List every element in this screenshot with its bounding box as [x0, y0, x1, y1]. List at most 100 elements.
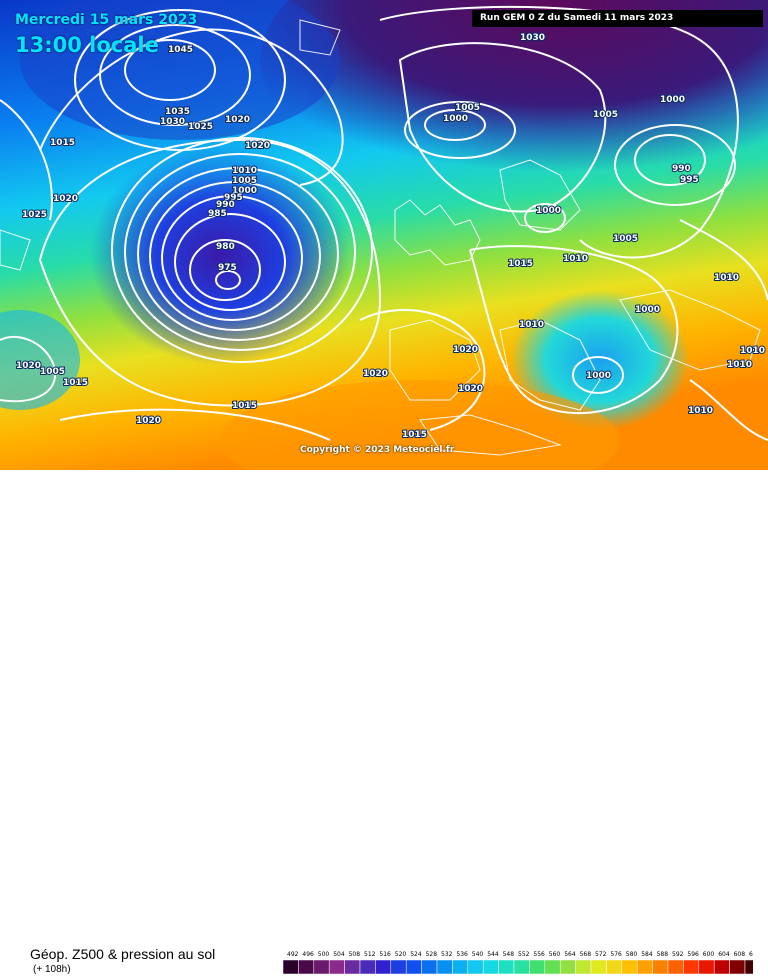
- isobar-label: 1010: [563, 254, 588, 264]
- scale-tick-label: 508: [349, 951, 361, 958]
- isobar-label: 990: [672, 164, 691, 174]
- scale-tick-label: 596: [687, 951, 699, 958]
- scale-tick-label: 536: [456, 951, 468, 958]
- scale-tick-label: 496: [302, 951, 314, 958]
- isobars: [0, 5, 768, 441]
- scale-tick-label: 580: [626, 951, 638, 958]
- scale-tick-label: 612: [749, 951, 753, 958]
- isobar-label: 1015: [63, 378, 88, 388]
- isobar-label: 990: [216, 200, 235, 210]
- isobar-label: 1020: [136, 416, 161, 426]
- forecast-time: 13:00 locale: [15, 33, 159, 57]
- isobar-label: 1025: [22, 210, 47, 220]
- scale-swatch: [344, 959, 361, 975]
- scale-swatch: [452, 959, 469, 975]
- scale-tick-label: 572: [595, 951, 607, 958]
- isobar-label: 1030: [520, 33, 545, 43]
- isobar-label: 1010: [519, 320, 544, 330]
- isobar-label: 1000: [232, 186, 257, 196]
- scale-tick-label: 576: [610, 951, 622, 958]
- isobar-label: 1020: [458, 384, 483, 394]
- scale-swatch: [698, 959, 715, 975]
- isobar-label: 1020: [453, 345, 478, 355]
- scale-tick-label: 504: [333, 951, 345, 958]
- isobar-label: 1010: [740, 346, 765, 356]
- isobar-label: 1020: [53, 194, 78, 204]
- scale-swatch: [683, 959, 700, 975]
- copyright-notice: Copyright © 2023 Meteociel.fr: [300, 445, 455, 455]
- scale-swatch: [498, 959, 515, 975]
- isobar-label: 1000: [635, 305, 660, 315]
- scale-swatch: [298, 959, 315, 975]
- isobar-label: 1020: [245, 141, 270, 151]
- scale-tick-label: 520: [395, 951, 407, 958]
- isobar-label: 1000: [586, 371, 611, 381]
- isobar-label: 1015: [508, 259, 533, 269]
- isobar-label: 1010: [727, 360, 752, 370]
- scale-swatch: [467, 959, 484, 975]
- isobar-label: 1005: [613, 234, 638, 244]
- scale-tick-label: 560: [549, 951, 561, 958]
- scale-tick-label: 540: [472, 951, 484, 958]
- scale-swatch: [513, 959, 530, 975]
- model-run-label: Run GEM 0 Z du Samedi 11 mars 2023: [472, 10, 763, 27]
- scale-swatch: [729, 959, 746, 975]
- isobar-label: 1020: [16, 361, 41, 371]
- scale-tick-label: 512: [364, 951, 376, 958]
- scale-swatch: [313, 959, 330, 975]
- scale-swatch: [713, 959, 730, 975]
- scale-tick-label: 568: [580, 951, 592, 958]
- scale-tick-label: 500: [318, 951, 330, 958]
- isobar-label: 1000: [443, 114, 468, 124]
- scale-ticks: 492 496 500 504 508 512 516 520 524 528 532 536 540 5…: [287, 951, 753, 958]
- isobar-labels: 1045 1035 1030 1025 1020 1015 1020 1025 …: [15, 32, 766, 441]
- isobar-label: 1005: [593, 110, 618, 120]
- forecast-step: (+ 108h): [33, 964, 71, 975]
- isobar-label: 975: [218, 263, 237, 273]
- isobar-label: 1020: [363, 369, 388, 379]
- isobar-label: 1010: [688, 406, 713, 416]
- scale-swatch: [482, 959, 499, 975]
- scale-tick-label: 556: [533, 951, 545, 958]
- geopotential-field: 1045 1035 1030 1025 1020 1015 1020 1025 …: [0, 0, 768, 470]
- scale-swatch: [667, 959, 684, 975]
- isobar-label: 1000: [660, 95, 685, 105]
- scale-swatch: [529, 959, 546, 975]
- scale-tick-label: 532: [441, 951, 453, 958]
- legend-footer: Géop. Z500 & pression au sol (+ 108h) 49…: [0, 470, 768, 975]
- scale-swatch: [544, 959, 561, 975]
- scale-swatch: [436, 959, 453, 975]
- isobar-label: 1030: [160, 117, 185, 127]
- isobar-label: 1020: [225, 115, 250, 125]
- scale-swatch: [652, 959, 669, 975]
- isobar-label: 1045: [168, 45, 193, 55]
- scale-swatch: [744, 959, 753, 975]
- scale-swatches: [283, 959, 753, 975]
- isobar-label: 1000: [536, 206, 561, 216]
- isobar-label: 1015: [50, 138, 75, 148]
- scale-swatch: [575, 959, 592, 975]
- scale-tick-label: 492: [287, 951, 299, 958]
- isobar-label: 1005: [455, 103, 480, 113]
- weather-map: 1045 1035 1030 1025 1020 1015 1020 1025 …: [0, 0, 768, 470]
- isobar-label: 995: [680, 175, 699, 185]
- isobar-label: 1010: [232, 166, 257, 176]
- scale-swatch: [375, 959, 392, 975]
- scale-swatch: [283, 959, 299, 975]
- scale-tick-label: 552: [518, 951, 530, 958]
- scale-swatch: [621, 959, 638, 975]
- scale-swatch: [590, 959, 607, 975]
- coastlines: [0, 19, 761, 456]
- isobar-label: 980: [216, 242, 235, 252]
- isobar-label: 995: [224, 193, 243, 203]
- scale-swatch: [559, 959, 576, 975]
- scale-tick-label: 588: [657, 951, 669, 958]
- scale-tick-label: 548: [503, 951, 515, 958]
- scale-swatch: [405, 959, 422, 975]
- scale-swatch: [421, 959, 438, 975]
- isobar-label: 1025: [188, 122, 213, 132]
- isobar-label: 985: [208, 209, 227, 219]
- forecast-date: Mercredi 15 mars 2023: [15, 12, 198, 28]
- isobar-label: 1010: [714, 273, 739, 283]
- isobar-label: 1035: [165, 107, 190, 117]
